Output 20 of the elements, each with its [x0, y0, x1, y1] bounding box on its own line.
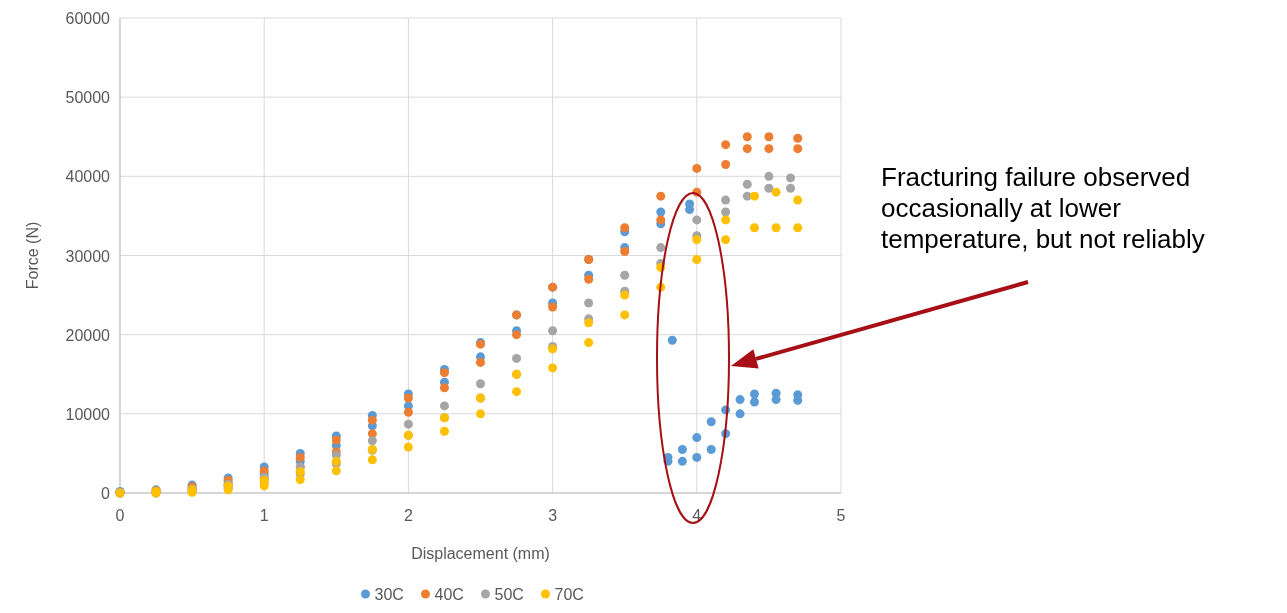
x-tick-label: 3	[548, 507, 558, 524]
legend-label: 40C	[434, 586, 464, 603]
x-tick-label: 0	[115, 507, 125, 524]
x-tick-label: 2	[403, 507, 413, 524]
x-tick-label: 1	[259, 507, 269, 524]
x-tick-label: 4	[692, 507, 702, 524]
legend-label: 50C	[494, 586, 524, 603]
y-tick-label: 30000	[65, 247, 111, 265]
y-tick-label: 40000	[65, 168, 111, 186]
y-tick-label: 0	[101, 485, 111, 502]
legend-label: 30C	[374, 586, 404, 603]
x-tick-label: 5	[836, 507, 846, 524]
y-tick-label: 20000	[65, 326, 111, 344]
y-tick-label: 10000	[65, 405, 111, 423]
x-axis-title: Displacement (mm)	[411, 545, 550, 562]
y-axis-title: Force (N)	[24, 221, 41, 290]
text: Fracturing failure observed occasionally at lower temperature, but not reliably	[881, 162, 1205, 254]
y-tick-label: 50000	[65, 89, 111, 107]
legend-label: 70C	[554, 586, 584, 603]
y-tick-label: 60000	[65, 10, 111, 27]
